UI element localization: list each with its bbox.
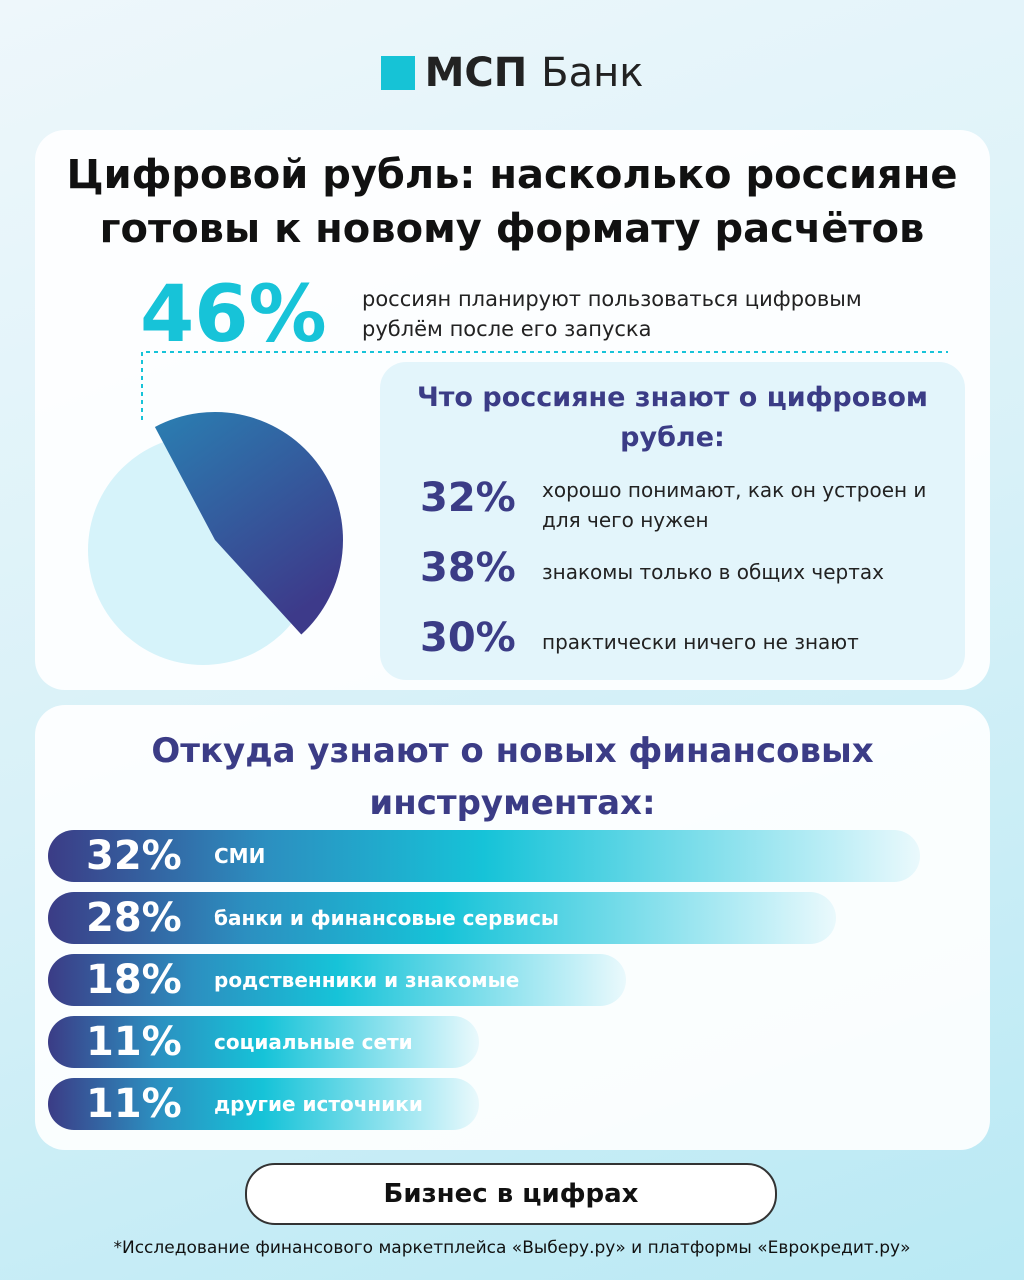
bar-text: СМИ: [214, 844, 266, 868]
bar-text: родственники и знакомые: [214, 968, 520, 992]
knowledge-text: практически ничего не знают: [542, 630, 859, 654]
knowledge-value: 38%: [420, 545, 516, 591]
pie-area: [88, 351, 948, 665]
knowledge-title: Что россияне знают о цифровом рубле:: [416, 382, 929, 453]
bar-value: 28%: [86, 895, 182, 941]
logo-suffix: Банк: [541, 50, 644, 96]
dotted-connector: [141, 351, 948, 420]
bar-text: другие источники: [214, 1092, 423, 1116]
bar-value: 11%: [86, 1081, 182, 1127]
bar-text: социальные сети: [214, 1030, 413, 1054]
logo: МСП Банк: [0, 50, 1024, 96]
knowledge-value: 32%: [420, 475, 516, 521]
bar-value: 32%: [86, 833, 182, 879]
button[interactable]: Бизнес в цифрах: [245, 1163, 777, 1225]
bar-text: банки и финансовые сервисы: [214, 906, 560, 930]
knowledge-text: хорошо понимают, как он устроен и для че…: [542, 478, 927, 532]
logo-brand: МСП: [424, 50, 528, 96]
sources-title: Откуда узнают о новых финансовых инструм…: [151, 731, 874, 823]
bar: [48, 830, 920, 882]
bar: [48, 892, 836, 944]
title: Цифровой рубль: насколько россияне готов…: [66, 152, 958, 252]
bar: [48, 954, 626, 1006]
knowledge-value: 30%: [420, 615, 516, 661]
knowledge-box: [380, 362, 965, 680]
headline-text: россиян планируют пользоваться цифровым …: [362, 287, 862, 341]
bar: [48, 1016, 479, 1068]
bar-value: 11%: [86, 1019, 182, 1065]
bar: [48, 1078, 479, 1130]
knowledge-text: знакомы только в общих чертах: [542, 560, 884, 584]
footnote: *Исследование финансового маркетплейса «…: [113, 1238, 911, 1258]
bar-value: 18%: [86, 957, 182, 1003]
headline-value: 46%: [140, 270, 327, 360]
pie-slice: [154, 412, 343, 635]
